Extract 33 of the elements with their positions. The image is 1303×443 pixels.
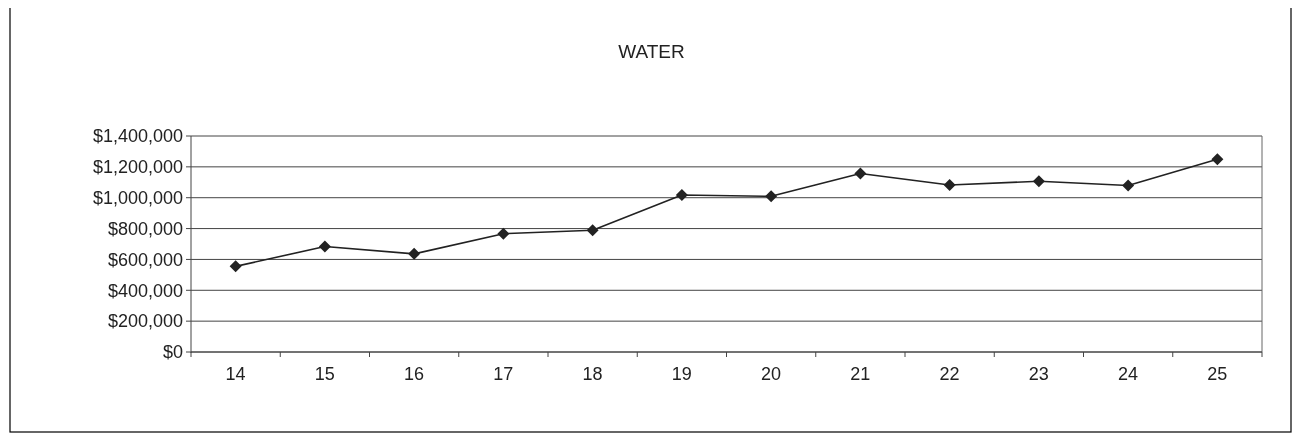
point xyxy=(318,240,331,253)
x-tick-label: 25 xyxy=(1207,364,1228,384)
x-tick-label: 21 xyxy=(850,364,871,384)
point xyxy=(586,224,599,237)
y-tick-label: $800,000 xyxy=(107,218,183,239)
x-tick-label: 15 xyxy=(314,364,335,384)
y-tick-label: $400,000 xyxy=(107,280,183,301)
point xyxy=(229,260,242,273)
x-tick-label: 23 xyxy=(1028,364,1049,384)
x-tick-label: 19 xyxy=(671,364,692,384)
point xyxy=(1211,153,1224,166)
y-tick-label: $1,200,000 xyxy=(92,157,183,178)
point xyxy=(675,188,688,201)
point xyxy=(854,167,867,180)
point xyxy=(497,227,510,240)
point xyxy=(1122,179,1135,192)
x-tick-label: 14 xyxy=(225,364,246,384)
point xyxy=(1032,175,1045,188)
x-tick-label: 20 xyxy=(761,364,782,384)
point xyxy=(943,179,956,192)
x-tick-label: 16 xyxy=(404,364,425,384)
point xyxy=(765,190,778,203)
point xyxy=(408,247,421,260)
x-tick-label: 22 xyxy=(939,364,960,384)
x-tick-label: 17 xyxy=(493,364,514,384)
y-tick-label: $600,000 xyxy=(107,249,183,270)
chart-title: WATER xyxy=(618,41,685,62)
x-tick-label: 24 xyxy=(1118,364,1139,384)
x-tick-label: 18 xyxy=(582,364,603,384)
y-tick-label: $0 xyxy=(162,342,183,363)
y-tick-label: $200,000 xyxy=(107,311,183,332)
y-tick-label: $1,400,000 xyxy=(92,126,183,147)
y-tick-label: $1,000,000 xyxy=(92,188,183,209)
